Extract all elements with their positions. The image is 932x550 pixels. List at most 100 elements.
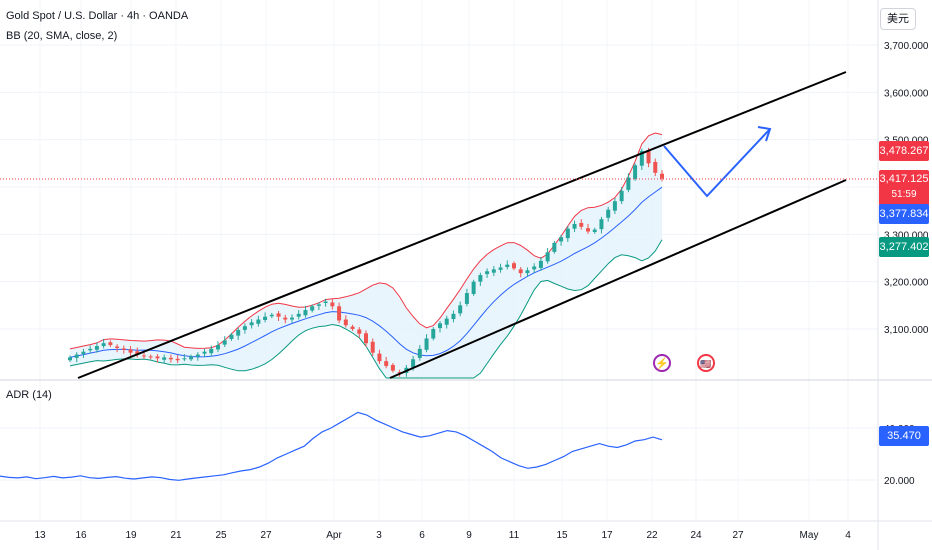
candle-body (142, 355, 146, 357)
candle-body (471, 281, 476, 294)
candle-body (586, 228, 590, 232)
time-tick-label: 15 (556, 530, 568, 541)
adr-tick-label: 20.000 (884, 476, 915, 487)
candle-body (74, 354, 79, 358)
candle-body (296, 313, 301, 317)
candle-body (175, 358, 180, 361)
candle-body (592, 229, 597, 232)
time-tick-label: 22 (646, 530, 658, 541)
time-tick-label: 27 (732, 530, 744, 541)
candle-body (478, 275, 483, 282)
candle-body (249, 322, 254, 326)
candle-body (552, 242, 557, 252)
candle-body (168, 357, 173, 360)
candle-body (458, 305, 463, 314)
time-axis[interactable]: 13 16 19 21 25 27 Apr 3 6 9 11 15 17 22 24 27 May 4 (34, 530, 851, 541)
candle-body (397, 372, 402, 374)
time-tick-label: Apr (326, 530, 342, 541)
candle-body (384, 361, 389, 366)
candle-body (256, 319, 261, 324)
candle-body (101, 343, 106, 347)
candle-body (121, 348, 126, 350)
candle-body (653, 161, 658, 173)
candle-body (512, 263, 516, 269)
candle-body (579, 222, 584, 227)
candle-body (290, 317, 294, 320)
time-tick-label: 24 (690, 530, 702, 541)
projection-path (663, 128, 771, 198)
time-tick-label: 13 (34, 530, 46, 541)
candle-body (417, 348, 422, 358)
candle-body (451, 313, 456, 320)
candle-body (310, 306, 315, 311)
candle-body (431, 329, 436, 339)
channel-upper-line (77, 71, 847, 379)
bb-upper-price-tag: 3,478.267 (879, 141, 929, 161)
adr-indicator-label[interactable]: ADR (14) (6, 389, 52, 401)
candle-body (222, 340, 227, 345)
adr-line (0, 411, 663, 481)
candle-body (68, 357, 72, 361)
candle-body (88, 348, 93, 351)
candle-body (229, 334, 234, 339)
price-candles (68, 147, 664, 377)
candle-body (646, 150, 651, 164)
candle-body (108, 342, 113, 346)
currency-button[interactable]: 美元 (880, 8, 916, 30)
candle-body (532, 266, 537, 270)
bar-countdown: 51:59 (891, 189, 917, 200)
candle-body (364, 333, 368, 344)
candle-body (626, 177, 631, 190)
candle-body (189, 356, 194, 360)
adr-value-tag: 35.470 (879, 426, 929, 446)
candle-body (438, 323, 442, 329)
lightning-event-icon[interactable]: ⚡ (653, 354, 671, 372)
time-tick-label: 9 (466, 530, 472, 541)
candle-body (94, 346, 99, 350)
last-price-tag: 3,417.125 51:59 (879, 170, 929, 206)
time-tick-label: 6 (419, 530, 425, 541)
candle-body (518, 269, 523, 274)
candle-body (538, 260, 543, 268)
candle-body (216, 345, 220, 350)
candle-body (565, 228, 570, 239)
channel-lower-line (389, 179, 847, 379)
candle-body (350, 326, 355, 329)
candle-body (485, 271, 490, 275)
candle-body (276, 313, 281, 317)
candle-body (242, 326, 247, 330)
candle-body (525, 270, 530, 274)
symbol-title: Gold Spot / U.S. Dollar · 4h · OANDA (6, 10, 189, 22)
candle-body (303, 310, 308, 316)
bb-basis-line (69, 186, 663, 358)
candle-body (411, 359, 416, 368)
candle-body (444, 318, 449, 325)
time-tick-label: 21 (170, 530, 182, 541)
bb-lower-price-tag: 3,277.402 (879, 237, 929, 257)
candle-body (572, 223, 577, 229)
candle-body (377, 353, 382, 362)
candle-body (81, 351, 86, 355)
time-tick-label: May (800, 530, 819, 541)
bb-indicator-label[interactable]: BB (20, SMA, close, 2) (6, 30, 118, 42)
price-tick-label: 3,600.000 (884, 88, 929, 99)
candle-body (209, 348, 214, 354)
price-tick-label: 3,100.000 (884, 325, 929, 336)
candle-body (545, 252, 550, 262)
candle-body (599, 219, 604, 230)
candle-body (330, 302, 335, 307)
last-price-value: 3,417.125 (879, 173, 929, 185)
time-tick-label: 16 (75, 530, 87, 541)
candle-body (357, 329, 362, 334)
candle-body (115, 346, 120, 348)
bollinger-fill (70, 133, 662, 378)
candle-body (559, 237, 564, 242)
bb-basis-price-tag: 3,377.834 (879, 204, 929, 224)
trend-drawings[interactable] (77, 71, 847, 379)
us-flag-event-icon[interactable]: 🇺🇸 (697, 354, 715, 372)
time-tick-label: 11 (509, 530, 520, 541)
price-tick-label: 3,200.000 (884, 278, 929, 289)
candle-body (619, 190, 624, 202)
candle-body (633, 165, 638, 179)
